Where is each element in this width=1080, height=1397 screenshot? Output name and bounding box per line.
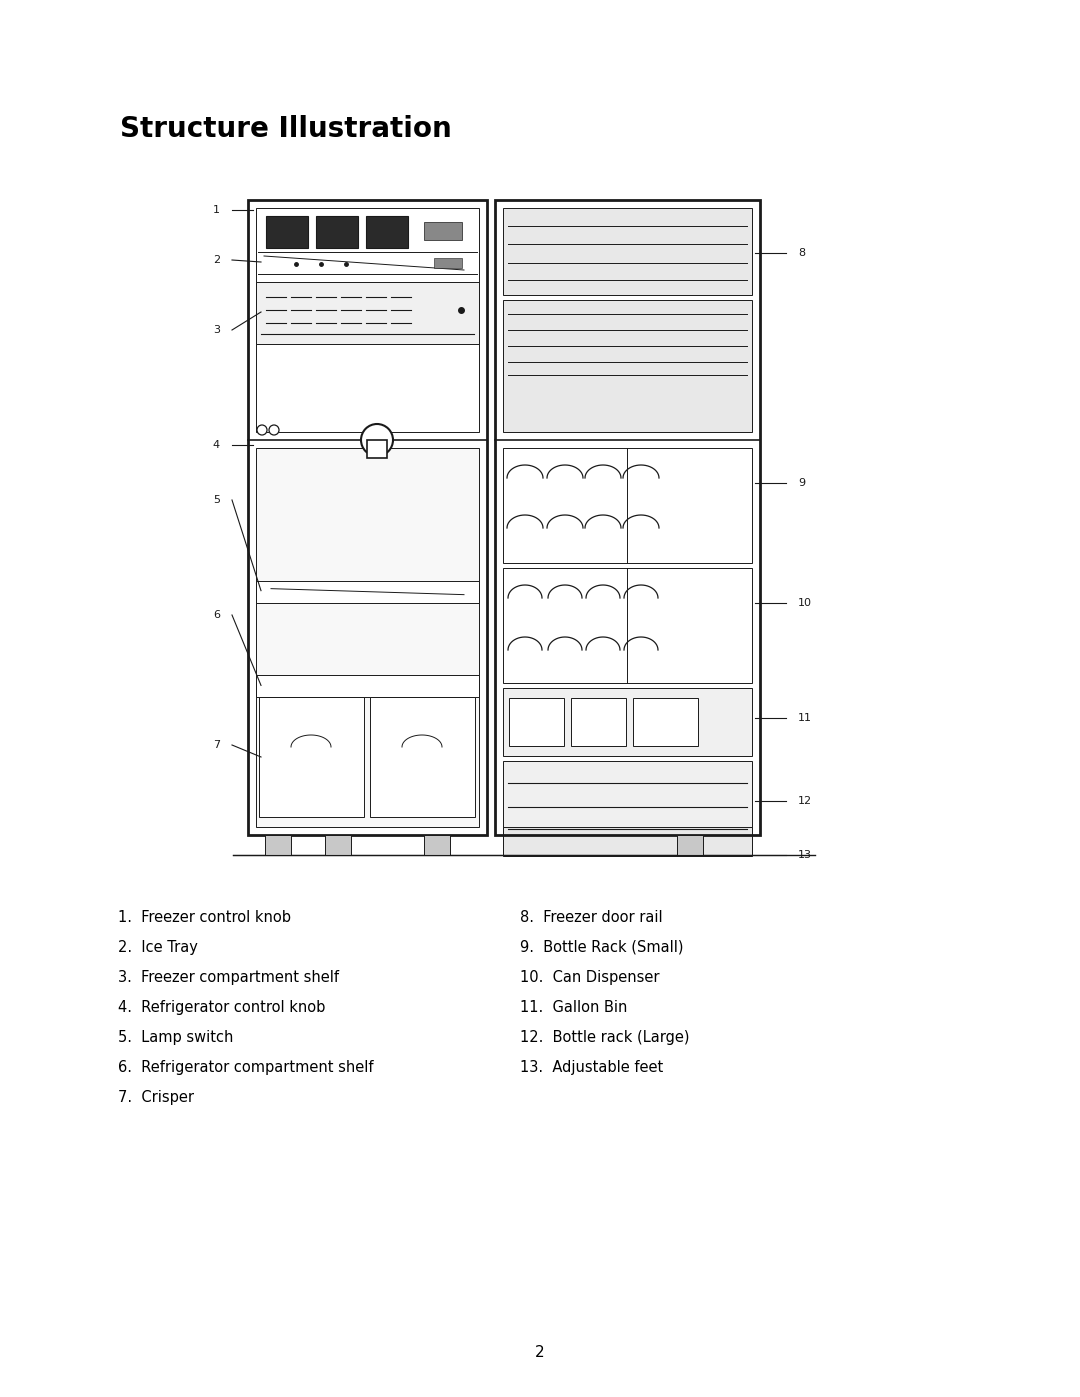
- Bar: [434, 258, 462, 268]
- Text: 12: 12: [798, 796, 812, 806]
- Bar: [503, 569, 752, 683]
- Text: 10.  Can Dispenser: 10. Can Dispenser: [519, 970, 660, 985]
- Text: 5: 5: [213, 495, 220, 504]
- Text: 6: 6: [213, 610, 220, 620]
- Text: 11.  Gallon Bin: 11. Gallon Bin: [519, 1000, 627, 1016]
- Bar: [259, 697, 364, 817]
- Text: 4: 4: [213, 440, 220, 450]
- Bar: [503, 448, 752, 563]
- Bar: [503, 208, 752, 295]
- Text: 2.  Ice Tray: 2. Ice Tray: [118, 940, 198, 956]
- Text: 8.  Freezer door rail: 8. Freezer door rail: [519, 909, 663, 925]
- Text: 12.  Bottle rack (Large): 12. Bottle rack (Large): [519, 1030, 689, 1045]
- Text: 1: 1: [213, 205, 220, 215]
- Text: 9.  Bottle Rack (Small): 9. Bottle Rack (Small): [519, 940, 684, 956]
- Bar: [370, 697, 475, 817]
- Bar: [503, 761, 752, 851]
- Bar: [366, 217, 408, 249]
- Text: 11: 11: [798, 712, 812, 724]
- Text: 10: 10: [798, 598, 812, 608]
- Bar: [424, 835, 450, 855]
- Bar: [509, 698, 564, 746]
- Bar: [256, 581, 480, 602]
- Text: 1.  Freezer control knob: 1. Freezer control knob: [118, 909, 291, 925]
- Bar: [503, 687, 752, 756]
- Bar: [677, 835, 703, 855]
- Bar: [248, 200, 487, 835]
- Text: 13: 13: [798, 849, 812, 861]
- Bar: [256, 675, 480, 697]
- Bar: [503, 827, 752, 856]
- Bar: [571, 698, 626, 746]
- Bar: [325, 835, 351, 855]
- Bar: [316, 217, 357, 249]
- Text: 5.  Lamp switch: 5. Lamp switch: [118, 1030, 233, 1045]
- Text: 9: 9: [798, 478, 805, 488]
- Circle shape: [269, 425, 279, 434]
- Bar: [367, 440, 387, 458]
- Text: 6.  Refrigerator compartment shelf: 6. Refrigerator compartment shelf: [118, 1060, 374, 1076]
- Bar: [266, 217, 308, 249]
- Bar: [256, 448, 480, 827]
- Text: Structure Illustration: Structure Illustration: [120, 115, 451, 142]
- Bar: [424, 222, 462, 240]
- Text: 7: 7: [213, 740, 220, 750]
- Bar: [503, 300, 752, 432]
- Bar: [256, 208, 480, 432]
- Text: 7.  Crisper: 7. Crisper: [118, 1090, 194, 1105]
- Circle shape: [257, 425, 267, 434]
- Text: 2: 2: [536, 1345, 544, 1361]
- Bar: [495, 200, 760, 835]
- Circle shape: [361, 425, 393, 455]
- Bar: [256, 282, 480, 344]
- Text: 3: 3: [213, 326, 220, 335]
- Text: 2: 2: [213, 256, 220, 265]
- Bar: [633, 698, 698, 746]
- Text: 13.  Adjustable feet: 13. Adjustable feet: [519, 1060, 663, 1076]
- Text: 3.  Freezer compartment shelf: 3. Freezer compartment shelf: [118, 970, 339, 985]
- Bar: [265, 835, 291, 855]
- Text: 4.  Refrigerator control knob: 4. Refrigerator control knob: [118, 1000, 325, 1016]
- Text: 8: 8: [798, 249, 805, 258]
